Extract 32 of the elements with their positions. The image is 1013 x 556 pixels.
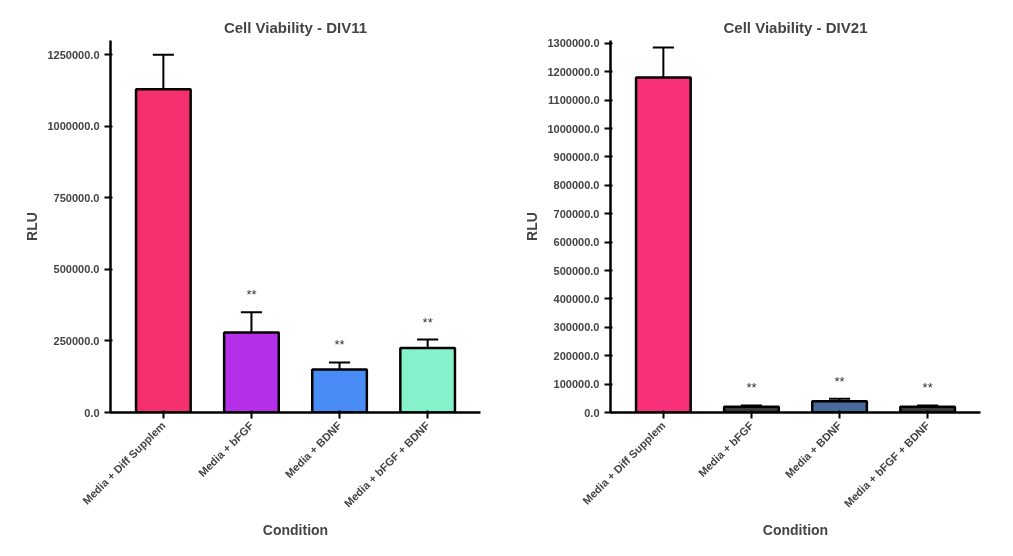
y-axis-title: RLU	[523, 212, 540, 241]
y-tick-label: 200000.0	[553, 349, 600, 362]
annotation: **	[834, 373, 845, 389]
chart-title: Cell Viability - DIV21	[723, 18, 868, 36]
y-tick-label: 1000000.0	[47, 120, 100, 133]
y-tick-label: 500000.0	[53, 263, 100, 276]
annotation: **	[246, 287, 257, 303]
y-tick-label: 400000.0	[553, 292, 600, 305]
annotation: **	[922, 380, 933, 396]
y-tick-label: 750000.0	[53, 191, 100, 204]
y-tick-label: 250000.0	[53, 334, 100, 347]
y-tick-label: 1250000.0	[47, 48, 100, 61]
y-tick-label: 600000.0	[553, 236, 600, 249]
y-tick-label: 0.0	[584, 406, 600, 419]
chart-title: Cell Viability - DIV11	[223, 18, 368, 36]
y-axis-title: RLU	[23, 212, 40, 241]
y-tick-label: 800000.0	[553, 179, 600, 192]
annotation: **	[422, 314, 433, 330]
x-axis-title: Condition	[762, 521, 829, 538]
y-tick-label: 1100000.0	[548, 94, 600, 107]
y-tick-label: 1000000.0	[547, 122, 600, 135]
y-tick-label: 700000.0	[553, 207, 600, 220]
y-tick-label: 100000.0	[553, 378, 600, 391]
x-axis-title: Condition	[262, 521, 329, 538]
y-tick-label: 500000.0	[553, 264, 600, 277]
y-tick-label: 1200000.0	[547, 65, 600, 78]
y-tick-label: 300000.0	[553, 321, 600, 334]
annotation: **	[746, 380, 757, 396]
y-tick-label: 1300000.0	[547, 37, 600, 50]
annotation: **	[334, 337, 345, 353]
y-tick-label: 900000.0	[553, 150, 600, 163]
y-tick-label: 0.0	[84, 406, 100, 419]
